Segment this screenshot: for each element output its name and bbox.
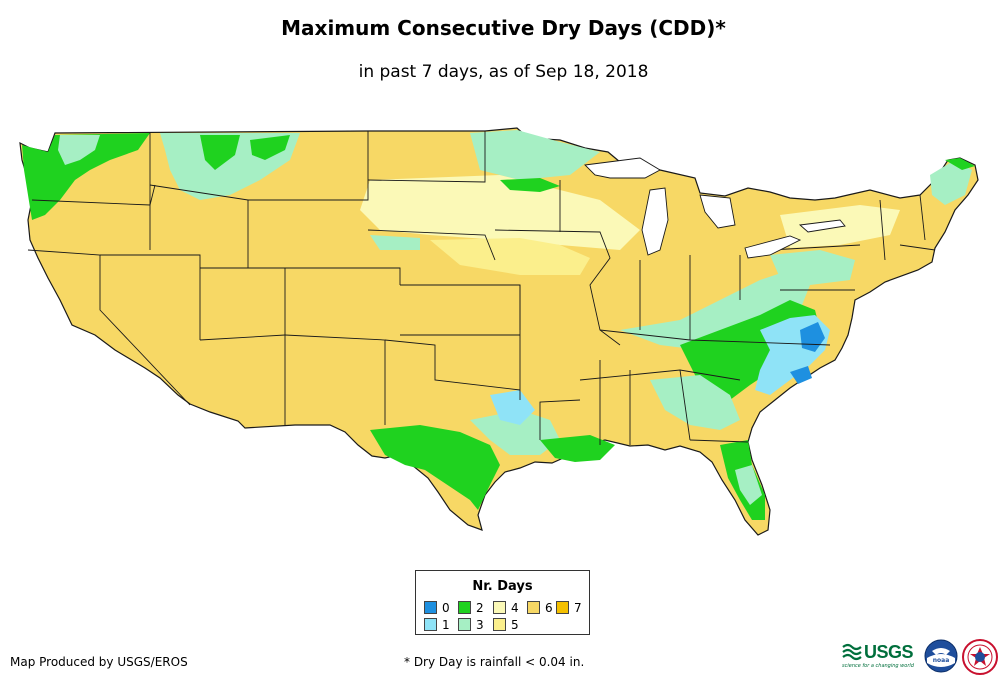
wet-area-montana-east [250, 135, 290, 160]
usgs-wave-icon [842, 643, 862, 661]
moist-area-north-dakota [470, 130, 600, 180]
legend: Nr. Days 0 1 2 3 4 5 6 7 [415, 570, 590, 635]
wet-area-louisiana [540, 435, 615, 462]
moist-area-pennsylvania [770, 250, 855, 285]
legend-item-6: 6 [527, 601, 553, 615]
legend-item-1: 1 [424, 618, 450, 632]
noaa-logo-text: noaa [933, 657, 950, 664]
legend-title: Nr. Days [472, 579, 533, 594]
map-title: Maximum Consecutive Dry Days (CDD)* [281, 16, 726, 40]
legend-label-5: 5 [511, 618, 519, 632]
wet-area-maine-top [945, 158, 975, 170]
legend-label-3: 3 [476, 618, 484, 632]
lake-huron [699, 194, 736, 229]
usgs-wordmark: USGS [864, 642, 914, 662]
dry-day-footnote: * Dry Day is rainfall < 0.04 in. [404, 655, 585, 669]
legend-label-6: 6 [545, 601, 553, 615]
us-landmass [19, 127, 979, 536]
wet-area-minnesota [500, 178, 560, 192]
legend-item-0: 0 [424, 601, 450, 615]
state-borders [27, 131, 936, 445]
dry5-area-iowa [430, 238, 590, 275]
noaa-logo: noaa [924, 639, 958, 673]
legend-swatch-6 [527, 601, 540, 614]
moist-area-south-dakota [370, 235, 420, 250]
moist-area-texas-east [470, 410, 560, 455]
legend-label-0: 0 [442, 601, 450, 615]
legend-item-5: 5 [493, 618, 519, 632]
usgs-tagline: science for a changing world [842, 663, 914, 669]
nws-logo [962, 639, 998, 675]
lake-superior [584, 157, 661, 179]
legend-label-4: 4 [511, 601, 519, 615]
map-subtitle: in past 7 days, as of Sep 18, 2018 [358, 62, 649, 82]
wet-area-texas [370, 425, 500, 510]
lake-erie [744, 235, 802, 259]
day0-area-coast [790, 366, 812, 384]
day1-area-texas [490, 390, 535, 425]
moist-area-new-england [930, 160, 972, 205]
moist-area-georgia [650, 375, 740, 430]
legend-item-7: 7 [556, 601, 582, 615]
lake-michigan [641, 187, 669, 256]
legend-swatch-4 [493, 601, 506, 614]
moist-area-florida [735, 465, 762, 505]
legend-swatch-5 [493, 618, 506, 631]
wet-area-washington [22, 133, 150, 220]
credit-text: Map Produced by USGS/EROS [10, 655, 188, 669]
legend-item-2: 2 [458, 601, 484, 615]
legend-item-4: 4 [493, 601, 519, 615]
legend-swatch-7 [556, 601, 569, 614]
legend-label-2: 2 [476, 601, 484, 615]
wet-area-montana [200, 135, 240, 170]
legend-swatch-1 [424, 618, 437, 631]
legend-item-3: 3 [458, 618, 484, 632]
moist-area-washington [58, 135, 100, 165]
legend-label-7: 7 [574, 601, 582, 615]
legend-swatch-2 [458, 601, 471, 614]
legend-swatch-3 [458, 618, 471, 631]
legend-label-1: 1 [442, 618, 450, 632]
lake-ontario [798, 219, 846, 233]
usgs-logo: USGS science for a changing world [842, 641, 920, 671]
legend-swatch-0 [424, 601, 437, 614]
